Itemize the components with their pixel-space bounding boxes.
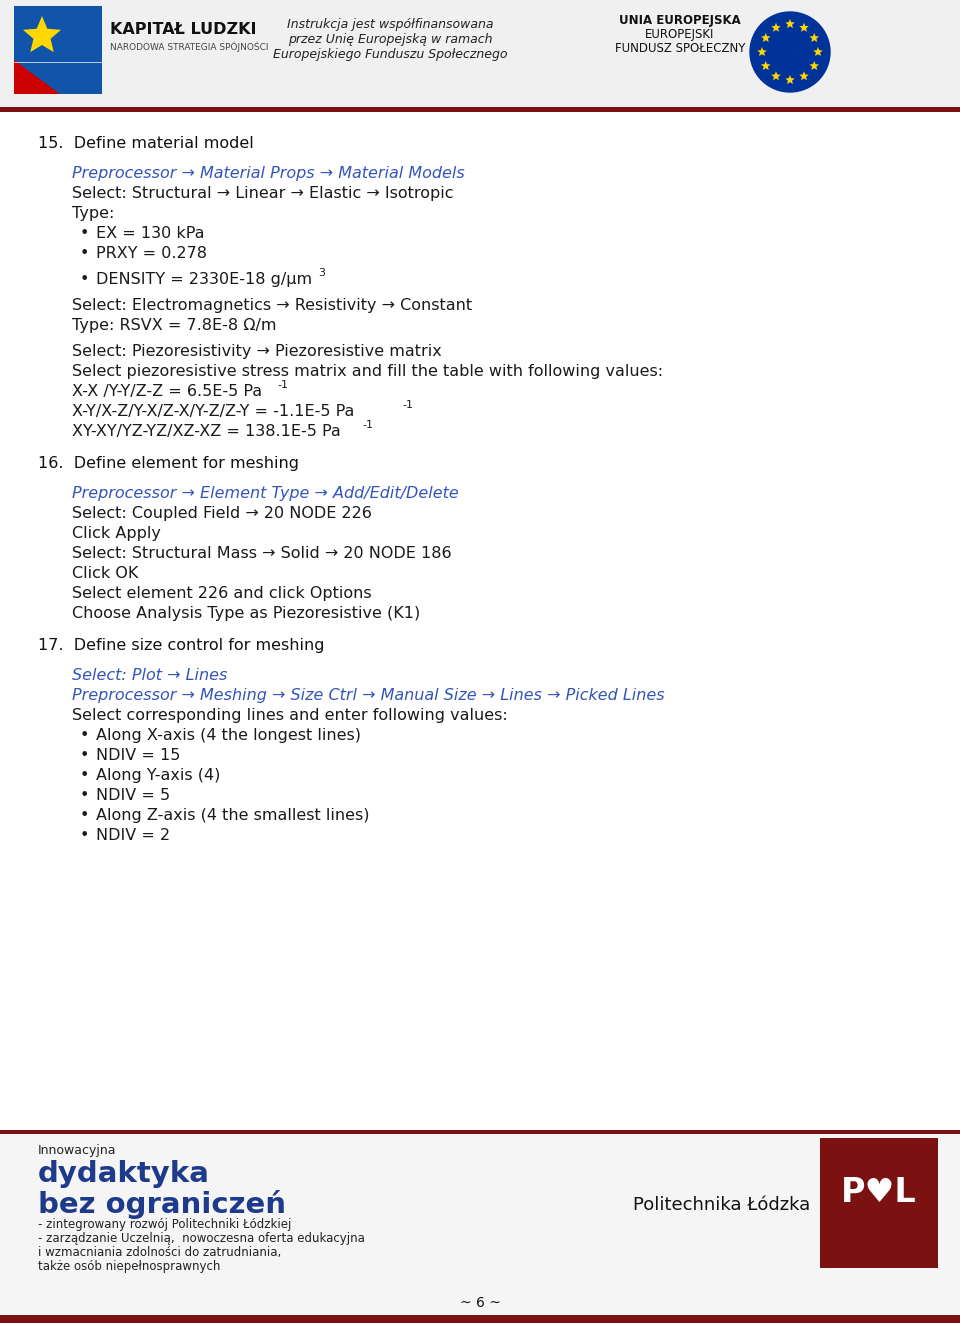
Text: •: • [80, 808, 89, 823]
Text: NDIV = 15: NDIV = 15 [96, 747, 180, 763]
Text: dydaktyka: dydaktyka [38, 1160, 210, 1188]
Text: przez Unię Europejską w ramach: przez Unię Europejską w ramach [288, 33, 492, 46]
Text: także osób niepełnosprawnych: także osób niepełnosprawnych [38, 1259, 221, 1273]
Text: i wzmacniania zdolności do zatrudniania,: i wzmacniania zdolności do zatrudniania, [38, 1246, 281, 1259]
Text: P♥L: P♥L [841, 1176, 917, 1209]
Text: Select: Structural → Linear → Elastic → Isotropic: Select: Structural → Linear → Elastic → … [72, 187, 453, 201]
Polygon shape [771, 71, 780, 81]
Bar [14, 7, 102, 94]
Text: - zarządzanie Uczelnią,  nowoczesna oferta edukacyjna: - zarządzanie Uczelnią, nowoczesna ofert… [38, 1232, 365, 1245]
Text: Select: Structural Mass → Solid → 20 NODE 186: Select: Structural Mass → Solid → 20 NOD… [72, 546, 451, 561]
Text: Select: Piezoresistivity → Piezoresistive matrix: Select: Piezoresistivity → Piezoresistiv… [72, 344, 442, 359]
Polygon shape [761, 33, 771, 42]
Text: -1: -1 [277, 380, 288, 390]
Circle shape [750, 12, 830, 93]
Polygon shape [813, 48, 823, 56]
Polygon shape [785, 75, 795, 85]
Text: EUROPEJSKI: EUROPEJSKI [645, 28, 714, 41]
Text: Select: Electromagnetics → Resistivity → Constant: Select: Electromagnetics → Resistivity →… [72, 298, 472, 314]
Text: Europejskiego Funduszu Społecznego: Europejskiego Funduszu Społecznego [273, 48, 507, 61]
Text: Select piezoresistive stress matrix and fill the table with following values:: Select piezoresistive stress matrix and … [72, 364, 663, 378]
Text: KAPITAŁ LUDZKI: KAPITAŁ LUDZKI [110, 22, 256, 37]
Text: Politechnika Łódzka: Politechnika Łódzka [633, 1196, 810, 1215]
Text: NDIV = 2: NDIV = 2 [96, 828, 170, 843]
Bar [0, 1134, 960, 1323]
Text: bez ograniczeń: bez ograniczeń [38, 1189, 286, 1218]
Text: UNIA EUROPEJSKA: UNIA EUROPEJSKA [619, 15, 741, 26]
Text: 15.  Define material model: 15. Define material model [38, 136, 253, 151]
Text: Along X-axis (4 the longest lines): Along X-axis (4 the longest lines) [96, 728, 361, 744]
Polygon shape [14, 60, 60, 94]
Polygon shape [761, 61, 771, 70]
Text: EX = 130 kPa: EX = 130 kPa [96, 226, 204, 241]
Bar [0, 107, 960, 112]
Text: XY-XY/YZ-YZ/XZ-XZ = 138.1E-5 Pa: XY-XY/YZ-YZ/XZ-XZ = 138.1E-5 Pa [72, 423, 341, 439]
Text: -1: -1 [362, 419, 373, 430]
Text: X-Y/X-Z/Y-X/Z-X/Y-Z/Z-Y = -1.1E-5 Pa: X-Y/X-Z/Y-X/Z-X/Y-Z/Z-Y = -1.1E-5 Pa [72, 404, 354, 419]
Text: •: • [80, 728, 89, 744]
Text: - zintegrowany rozwój Politechniki Łódzkiej: - zintegrowany rozwój Politechniki Łódzk… [38, 1218, 292, 1230]
Text: PRXY = 0.278: PRXY = 0.278 [96, 246, 207, 261]
Text: •: • [80, 789, 89, 803]
Text: Innowacyjna: Innowacyjna [38, 1144, 116, 1158]
Text: Select: Plot → Lines: Select: Plot → Lines [72, 668, 228, 683]
Text: ~ 6 ~: ~ 6 ~ [460, 1297, 500, 1310]
Text: Preprocessor → Element Type → Add/Edit/Delete: Preprocessor → Element Type → Add/Edit/D… [72, 486, 459, 501]
Text: Click OK: Click OK [72, 566, 138, 581]
Polygon shape [800, 22, 808, 32]
Text: Along Z-axis (4 the smallest lines): Along Z-axis (4 the smallest lines) [96, 808, 370, 823]
Text: Preprocessor → Meshing → Size Ctrl → Manual Size → Lines → Picked Lines: Preprocessor → Meshing → Size Ctrl → Man… [72, 688, 664, 703]
Text: 3: 3 [318, 269, 325, 278]
Text: NARODOWA STRATEGIA SPÓJNOŚCI: NARODOWA STRATEGIA SPÓJNOŚCI [110, 42, 269, 53]
Text: •: • [80, 226, 89, 241]
Text: Instrukcja jest współfinansowana: Instrukcja jest współfinansowana [287, 19, 493, 30]
Polygon shape [771, 22, 780, 32]
Text: •: • [80, 747, 89, 763]
Text: Choose Analysis Type as Piezoresistive (K1): Choose Analysis Type as Piezoresistive (… [72, 606, 420, 620]
Text: Select corresponding lines and enter following values:: Select corresponding lines and enter fol… [72, 708, 508, 722]
Polygon shape [809, 61, 819, 70]
Bar [0, 1130, 960, 1134]
Text: •: • [80, 273, 89, 287]
Text: •: • [80, 246, 89, 261]
Polygon shape [785, 19, 795, 28]
Text: FUNDUSZ SPOŁECZNY: FUNDUSZ SPOŁECZNY [614, 42, 745, 56]
Text: •: • [80, 828, 89, 843]
Text: NDIV = 5: NDIV = 5 [96, 789, 170, 803]
Text: 16.  Define element for meshing: 16. Define element for meshing [38, 456, 299, 471]
Bar [0, 1315, 960, 1323]
Text: X-X /Y-Y/Z-Z = 6.5E-5 Pa: X-X /Y-Y/Z-Z = 6.5E-5 Pa [72, 384, 262, 400]
Text: Select: Coupled Field → 20 NODE 226: Select: Coupled Field → 20 NODE 226 [72, 505, 372, 521]
Text: Preprocessor → Material Props → Material Models: Preprocessor → Material Props → Material… [72, 165, 465, 181]
Text: Along Y-axis (4): Along Y-axis (4) [96, 767, 221, 783]
Text: Type: RSVX = 7.8E-8 Ω/m: Type: RSVX = 7.8E-8 Ω/m [72, 318, 276, 333]
Text: -1: -1 [402, 400, 413, 410]
Polygon shape [23, 16, 61, 52]
Text: •: • [80, 767, 89, 783]
Polygon shape [809, 33, 819, 42]
Text: 17.  Define size control for meshing: 17. Define size control for meshing [38, 638, 324, 654]
Polygon shape [757, 48, 767, 56]
Text: DENSITY = 2330E-18 g/μm: DENSITY = 2330E-18 g/μm [96, 273, 312, 287]
Bar [820, 1138, 938, 1267]
Bar [0, 0, 960, 108]
Text: Click Apply: Click Apply [72, 527, 161, 541]
Text: Select element 226 and click Options: Select element 226 and click Options [72, 586, 372, 601]
Text: Type:: Type: [72, 206, 114, 221]
Polygon shape [800, 71, 808, 81]
